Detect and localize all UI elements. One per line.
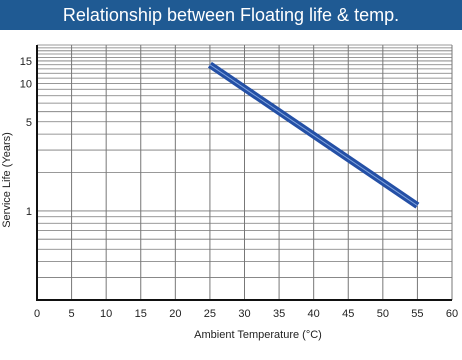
x-tick-label: 30: [238, 308, 250, 320]
x-tick-label: 5: [69, 308, 75, 320]
axes: [36, 45, 452, 301]
series-line-highlight: [209, 64, 418, 207]
x-tick-label: 60: [446, 308, 458, 320]
x-tick-label: 20: [169, 308, 181, 320]
y-axis-label: Service Life (Years): [1, 132, 13, 228]
series-layer: [207, 61, 420, 209]
x-tick-label: 10: [100, 308, 112, 320]
x-tick-label: 50: [377, 308, 389, 320]
x-axis-label: Ambient Temperature (°C): [194, 329, 322, 341]
y-tick-label: 15: [20, 56, 32, 68]
x-tick-label: 55: [411, 308, 423, 320]
x-tick-label: 0: [34, 308, 40, 320]
chart-title: Relationship between Floating life & tem…: [0, 0, 462, 30]
y-tick-label: 5: [26, 117, 32, 129]
x-tick-label: 15: [135, 308, 147, 320]
grid: [37, 44, 453, 300]
x-tick-label: 40: [308, 308, 320, 320]
y-tick-label: 10: [20, 78, 32, 90]
x-tick-label: 45: [342, 308, 354, 320]
x-tick-label: 25: [204, 308, 216, 320]
y-tick-label: 1: [26, 206, 32, 218]
x-tick-label: 35: [273, 308, 285, 320]
